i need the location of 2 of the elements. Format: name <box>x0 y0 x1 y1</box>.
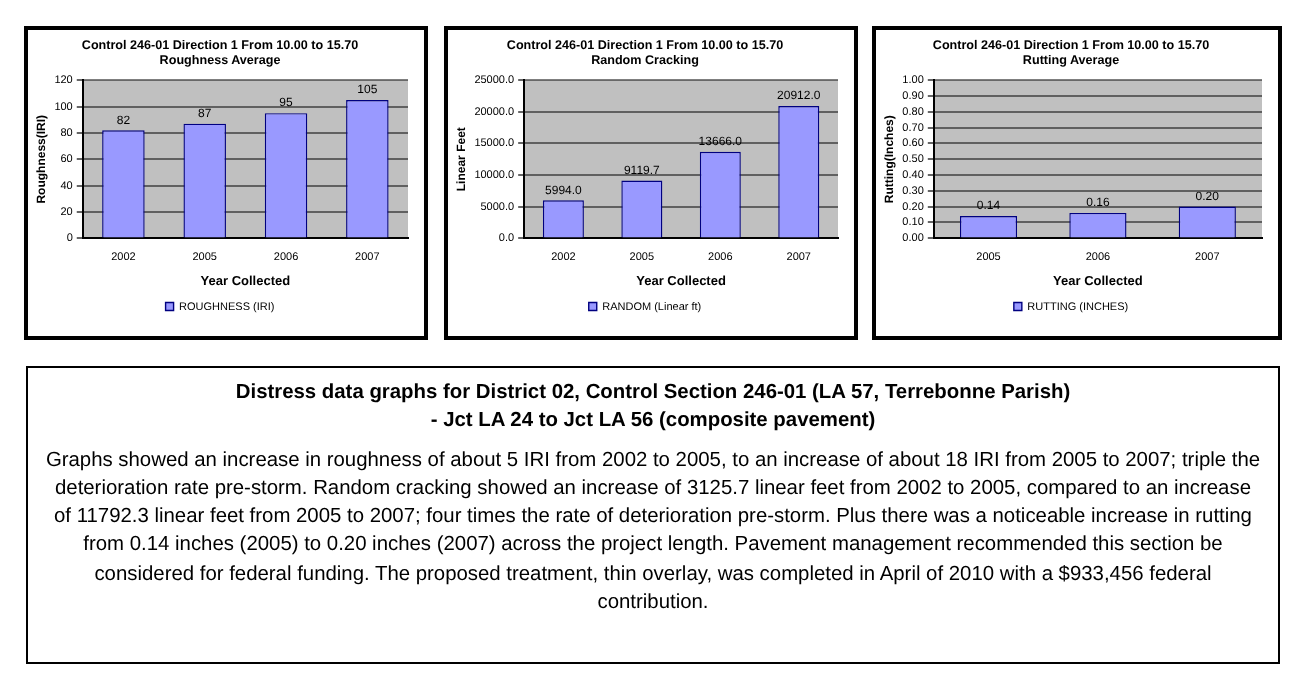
text: Graphs showed an increase in roughness of about 5 IRI from 2002 to 2005, to an increase of about 18 IRI from 2005 to 2007; triple the deterioration rate pre-storm. Random cracking showed an increase of 3125.7 linear feet from 2002 to 2005, compared to an increase of 11792.3 linear feet from 2005 to 2007; four times the rate of deterioration pre-storm. Plus there was a noticeable increase in rutting from 0.14 inches (2005) to 0.20 inches (2007) across the project length. Pavement management recommended this section be considered for federal funding. The proposed treatment, thin overlay, was completed in April of 2010 with a $933,456 federal contribution. <box>44 447 1262 619</box>
text: Distress data graphs for District 02, Control Section 246-01 (LA 57, Terrebonne Parish) - Jct LA 24 to Jct LA 56 (composite pavement) <box>233 380 1073 437</box>
